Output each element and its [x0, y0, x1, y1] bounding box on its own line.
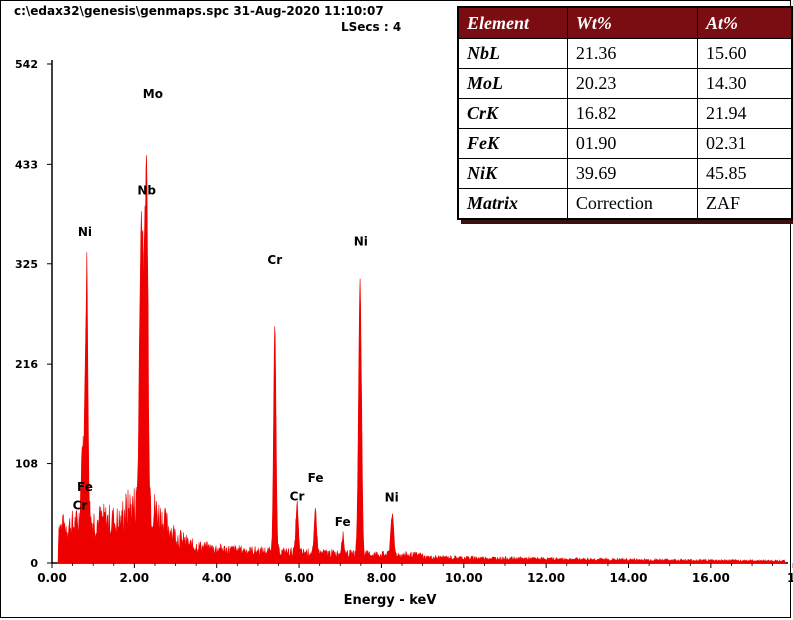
y-tick-label: 433 — [15, 158, 38, 171]
peak-label: Fe — [77, 480, 93, 494]
tick-labels: 0 108 216 325 433 542 0.00 2.00 4.00 6.00 8.00 10.0… — [15, 58, 793, 585]
x-tick-label: 4.00 — [202, 571, 232, 585]
x-tick-label: 6.00 — [284, 571, 314, 585]
element-cell: FeK — [457, 128, 568, 159]
at-cell: 45.85 — [696, 158, 793, 189]
element-cell: NbL — [457, 38, 568, 69]
peak-label: Ni — [385, 490, 399, 504]
element-cell: CrK — [457, 98, 568, 129]
composition-table: Element Wt% At% NbL 21.36 15.60 MoL 20.23 14.… — [457, 6, 793, 220]
spectrum-series — [56, 155, 786, 564]
header-wt: Wt% — [566, 6, 698, 39]
table-row: MoL 20.23 14.30 — [457, 68, 793, 99]
wt-cell: Correction — [566, 188, 698, 220]
wt-cell: 39.69 — [566, 158, 698, 189]
header-element: Element — [457, 6, 568, 39]
wt-cell: 21.36 — [566, 38, 698, 69]
wt-cell: 20.23 — [566, 68, 698, 99]
table-row: NbL 21.36 15.60 — [457, 38, 793, 69]
element-cell: Matrix — [457, 188, 568, 220]
x-tick-label: 2.00 — [120, 571, 150, 585]
peak-label: Fe — [308, 471, 324, 485]
peak-label: Cr — [267, 253, 282, 267]
peak-label: Cr — [290, 489, 305, 503]
x-tick-label: 16.00 — [692, 571, 730, 585]
x-tick-label: 14.00 — [610, 571, 648, 585]
peak-label: Ni — [78, 225, 92, 239]
at-cell: ZAF — [696, 188, 793, 220]
peak-label: Ni — [354, 234, 368, 248]
header-at: At% — [696, 6, 793, 39]
wt-cell: 16.82 — [566, 98, 698, 129]
peak-label: Mo — [143, 87, 163, 101]
wt-cell: 01.90 — [566, 128, 698, 159]
at-cell: 14.30 — [696, 68, 793, 99]
y-tick-label: 325 — [15, 258, 38, 271]
peak-label: Cr — [73, 499, 88, 513]
table-row: FeK 01.90 02.31 — [457, 128, 793, 159]
at-cell: 15.60 — [696, 38, 793, 69]
table-header-row: Element Wt% At% — [457, 6, 793, 39]
element-cell: NiK — [457, 158, 568, 189]
peak-label: Fe — [335, 515, 351, 529]
at-cell: 21.94 — [696, 98, 793, 129]
at-cell: 02.31 — [696, 128, 793, 159]
lsecs-label: LSecs : 4 — [341, 20, 402, 34]
file-header: c:\edax32\genesis\genmaps.spc 31-Aug-202… — [14, 4, 384, 18]
y-tick-label: 542 — [15, 58, 38, 71]
x-tick-label: 1 — [787, 571, 793, 585]
spectrum-area — [56, 155, 786, 564]
y-tick-label: 0 — [30, 557, 38, 570]
element-cell: MoL — [457, 68, 568, 99]
table-row: Matrix Correction ZAF — [457, 188, 793, 220]
x-axis-title: Energy - keV — [344, 593, 437, 608]
x-tick-label: 10.00 — [445, 571, 483, 585]
x-tick-label: 8.00 — [367, 571, 397, 585]
y-tick-label: 216 — [15, 358, 38, 371]
y-tick-label: 108 — [15, 458, 38, 471]
peak-label: Nb — [137, 184, 156, 198]
x-tick-label: 0.00 — [37, 571, 67, 585]
table-row: NiK 39.69 45.85 — [457, 158, 793, 189]
table-row: CrK 16.82 21.94 — [457, 98, 793, 129]
x-tick-label: 12.00 — [527, 571, 565, 585]
